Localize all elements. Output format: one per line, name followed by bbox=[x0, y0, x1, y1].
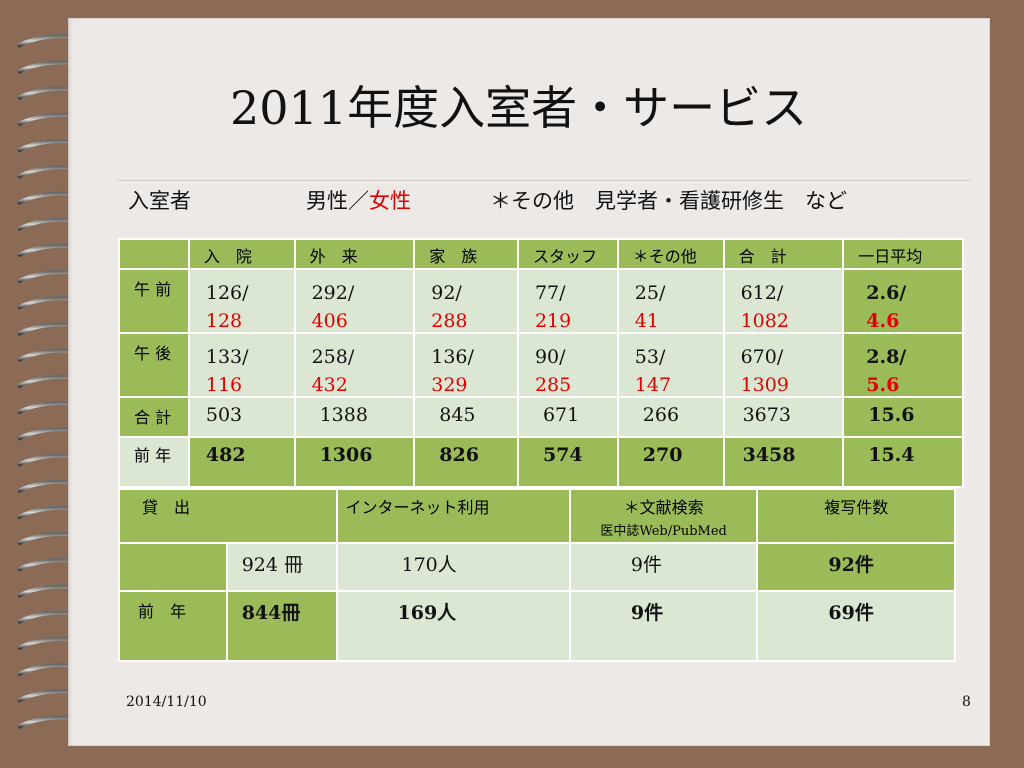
slide-title: 2011年度入室者・サービス bbox=[230, 81, 808, 135]
row-label: 前 年 bbox=[118, 436, 190, 488]
data-cell: 292/406 bbox=[293, 268, 416, 334]
data-cell: 3673 bbox=[722, 396, 845, 438]
legend-label: 入室者 bbox=[128, 189, 191, 213]
data-cell: 671 bbox=[516, 396, 619, 438]
row-label: 午 後 bbox=[118, 332, 190, 398]
data-cell: 270 bbox=[616, 436, 725, 488]
data-cell: 670/1309 bbox=[722, 332, 845, 398]
header-cell: 一日平均 bbox=[842, 238, 964, 270]
data-cell: 126/128 bbox=[187, 268, 296, 334]
data-cell: 845 bbox=[413, 396, 519, 438]
data-cell: 69件 bbox=[756, 590, 956, 662]
header-cell: 入 院 bbox=[187, 238, 296, 270]
page-number: 8 bbox=[962, 694, 971, 710]
data-cell: 9件 bbox=[568, 542, 759, 592]
avg-cell: 2.8/5.6 bbox=[842, 332, 964, 398]
legend-note: ＊その他 見学者・看護研修生 など bbox=[490, 189, 847, 213]
legend-male: 男性／ bbox=[306, 189, 369, 213]
services-header-row: 貸 出 インターネット利用 ＊文献検索 医中誌Web/PubMed 複写件数 bbox=[118, 488, 956, 544]
avg-cell: 2.6/4.6 bbox=[842, 268, 964, 334]
data-cell: 844冊 bbox=[225, 590, 338, 662]
header-cell: 貸 出 bbox=[118, 488, 338, 544]
services-table: 貸 出 インターネット利用 ＊文献検索 医中誌Web/PubMed 複写件数 92… bbox=[118, 488, 956, 662]
table-row: 午 後 133/116 258/432 136/329 90/285 53/14… bbox=[118, 332, 964, 398]
data-cell: 826 bbox=[413, 436, 519, 488]
data-cell: 1388 bbox=[293, 396, 416, 438]
header-cell: ＊その他 bbox=[616, 238, 725, 270]
data-cell: 3458 bbox=[722, 436, 845, 488]
data-cell: 169人 bbox=[335, 590, 571, 662]
data-cell: 1306 bbox=[293, 436, 416, 488]
table-row: 午 前 126/128 292/406 92/288 77/219 25/41 … bbox=[118, 268, 964, 334]
data-cell: 92件 bbox=[756, 542, 956, 592]
table-row: 前 年 844冊 169人 9件 69件 bbox=[118, 590, 956, 662]
corner-cell bbox=[118, 238, 190, 270]
table-row: 合 計 503 1388 845 671 266 3673 15.6 bbox=[118, 396, 964, 438]
header-cell: 合 計 bbox=[722, 238, 845, 270]
data-cell: 258/432 bbox=[293, 332, 416, 398]
avg-cell: 15.6 bbox=[842, 396, 964, 438]
avg-cell: 15.4 bbox=[842, 436, 964, 488]
row-label: 合 計 bbox=[118, 396, 190, 438]
data-cell: 503 bbox=[187, 396, 296, 438]
data-cell: 92/288 bbox=[413, 268, 519, 334]
data-cell: 25/41 bbox=[616, 268, 725, 334]
table-row: 924 冊 170人 9件 92件 bbox=[118, 542, 956, 592]
data-cell: 266 bbox=[616, 396, 725, 438]
header-cell: ＊文献検索 医中誌Web/PubMed bbox=[568, 488, 759, 544]
data-cell: 133/116 bbox=[187, 332, 296, 398]
data-cell: 53/147 bbox=[616, 332, 725, 398]
data-cell: 77/219 bbox=[516, 268, 619, 334]
header-cell: 複写件数 bbox=[756, 488, 956, 544]
footer-date: 2014/11/10 bbox=[126, 694, 207, 710]
data-cell: 612/1082 bbox=[722, 268, 845, 334]
legend-gender: 男性／女性 bbox=[306, 185, 411, 215]
visitors-header-row: 入 院 外 来 家 族 スタッフ ＊その他 合 計 一日平均 bbox=[118, 238, 964, 270]
data-cell: 136/329 bbox=[413, 332, 519, 398]
data-cell: 90/285 bbox=[516, 332, 619, 398]
table-row: 前 年 482 1306 826 574 270 3458 15.4 bbox=[118, 436, 964, 488]
data-cell: 482 bbox=[187, 436, 296, 488]
data-cell: 170人 bbox=[335, 542, 571, 592]
data-cell: 9件 bbox=[568, 590, 759, 662]
data-cell: 574 bbox=[516, 436, 619, 488]
header-cell: インターネット利用 bbox=[335, 488, 571, 544]
legend-female: 女性 bbox=[369, 189, 411, 213]
header-cell: 外 来 bbox=[293, 238, 416, 270]
paper-shadow bbox=[68, 18, 74, 746]
header-cell: 家 族 bbox=[413, 238, 519, 270]
visitors-table: 入 院 外 来 家 族 スタッフ ＊その他 合 計 一日平均 午 前 126/1… bbox=[118, 238, 964, 488]
divider bbox=[118, 180, 970, 181]
row-label: 前 年 bbox=[118, 590, 228, 662]
row-label bbox=[118, 542, 228, 592]
data-cell: 924 冊 bbox=[225, 542, 338, 592]
header-cell: スタッフ bbox=[516, 238, 619, 270]
row-label: 午 前 bbox=[118, 268, 190, 334]
